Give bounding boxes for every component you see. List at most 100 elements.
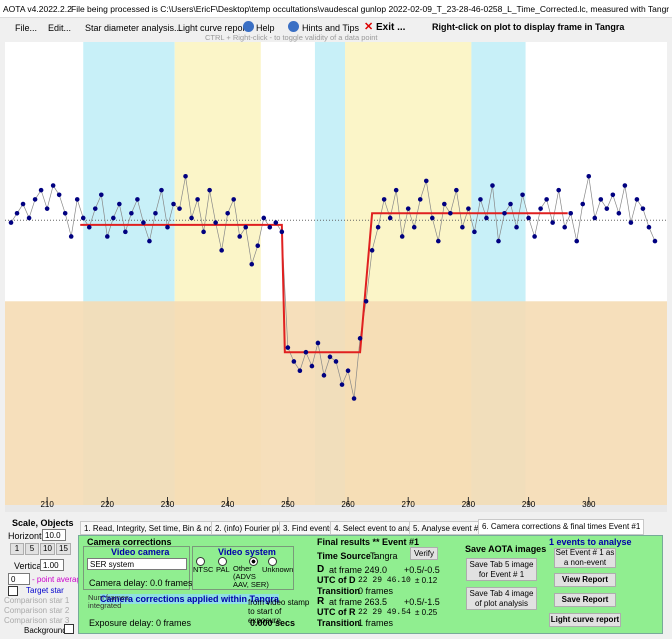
data-point [159,187,164,193]
data-point [165,224,170,230]
data-point [604,206,610,211]
object-label: Background [24,626,67,635]
radio[interactable] [218,557,227,566]
light-curve-plot[interactable]: 210 220 230 240 250 260 270 280 290 300 [5,42,667,512]
menu-hint: Right-click on plot to display frame in … [432,22,625,32]
data-point [309,363,315,369]
tab-active[interactable]: 6. Camera corrections & final times Even… [478,519,645,535]
title-bar [0,0,672,18]
video-system: Video system [218,547,276,557]
data-point [646,224,652,230]
data-point [321,373,327,378]
radio-checked[interactable] [249,557,258,566]
data-point [436,238,441,244]
data-line [10,176,656,399]
menu-item[interactable]: Help [256,23,275,33]
data-point [454,187,459,193]
x-tick-label: 290 [522,500,536,509]
d-frame: at frame 249.0 [329,565,388,575]
menu-item[interactable]: Exit ... [376,22,406,33]
camera-delay: Camera delay: 0.0 frames [89,578,193,588]
data-point [550,220,555,225]
lower-band [5,301,667,505]
data-point [490,183,495,188]
view-report[interactable]: View Report [554,573,616,587]
vertical-label: Vertical [14,561,44,571]
d-transition: Transition [317,586,361,596]
data-point [249,261,255,267]
tab[interactable]: 1. Read, Integrity, Set time, Bin & norm… [80,521,243,535]
menu-item[interactable]: Edit... [48,23,72,33]
horizontal-input[interactable]: 10.0 [42,529,66,541]
x-tick-label: 300 [582,500,596,509]
verify-button[interactable]: Verify [410,547,438,560]
x-tick-label: 260 [341,500,355,509]
menu-item[interactable]: Hints and Tips [302,23,360,33]
r-label: R [317,596,325,607]
data-point [117,201,122,207]
data-point [141,220,146,225]
tab[interactable]: 3. Find events [279,521,338,535]
data-point [56,192,62,198]
horizontal-label: Horizontal [8,531,49,541]
data-point [231,197,236,202]
help-icon [243,21,254,32]
radio[interactable] [196,557,205,566]
data-point [357,336,363,341]
object-label: Comparison star 2 [4,606,70,615]
data-point [369,248,375,253]
non-event-button[interactable]: Set Event # 1 as a non-event [554,548,616,568]
object-label: Target star [26,586,64,595]
video-camera: Video camera [111,547,170,557]
data-point [273,220,279,225]
tab[interactable]: 5. Analyse event #1 [409,521,487,535]
plot-hint: CTRL + Right-click - to toggle validity … [205,33,378,42]
menu-item[interactable]: Light curve report [178,23,249,33]
save-tab4[interactable]: Save Tab 4 image of plot analysis [466,587,537,610]
checkbox[interactable] [64,624,74,634]
data-point [32,197,38,202]
data-point [423,178,429,184]
data-point [514,224,519,230]
menu-item[interactable]: File... [15,23,38,33]
data-point [333,359,339,364]
data-point [189,215,194,221]
lc-report[interactable]: Light curve report [549,613,621,627]
menu-item[interactable]: Star diameter analysis... [85,23,182,33]
data-point [183,173,188,179]
data-point [237,234,243,239]
checkbox[interactable] [8,586,18,596]
camera-select[interactable]: SER system [87,558,187,570]
scale-button[interactable]: 5 [25,543,39,555]
data-point [243,224,249,230]
data-point [484,215,489,221]
save-report[interactable]: Save Report [554,593,616,607]
x-tick-label: 230 [161,500,175,509]
data-point [556,187,561,193]
radio[interactable] [268,557,277,566]
data-point [442,201,447,207]
data-point [147,238,152,244]
tab[interactable]: 2. (info) Fourier plot [211,521,289,535]
r-err: +0.5/-1.5 [404,597,440,607]
data-point [80,215,86,221]
data-point [213,220,218,225]
scale-button[interactable]: 15 [56,543,71,555]
d-err: +0.5/-0.5 [404,565,440,575]
data-point [291,359,297,364]
data-point [387,215,393,221]
average-select[interactable]: 0 [8,573,30,585]
object-label: Comparison star 3 [4,616,70,625]
vertical-input[interactable]: 1.00 [40,559,64,571]
app-title: AOTA v4.2022.2.2 [3,4,72,14]
data-point [616,211,622,216]
scale-button[interactable]: 10 [40,543,55,555]
data-point [544,197,549,202]
data-point [405,206,411,211]
data-point [74,197,80,202]
stamp-note: from video stamp to start of exposure [248,598,310,625]
save-tab5[interactable]: Save Tab 5 image for Event # 1 [466,558,537,581]
radio-label: Other (ADVS AAV, SER) [233,564,269,589]
scale-button[interactable]: 1 [10,543,24,555]
x-tick-label: 270 [402,500,416,509]
